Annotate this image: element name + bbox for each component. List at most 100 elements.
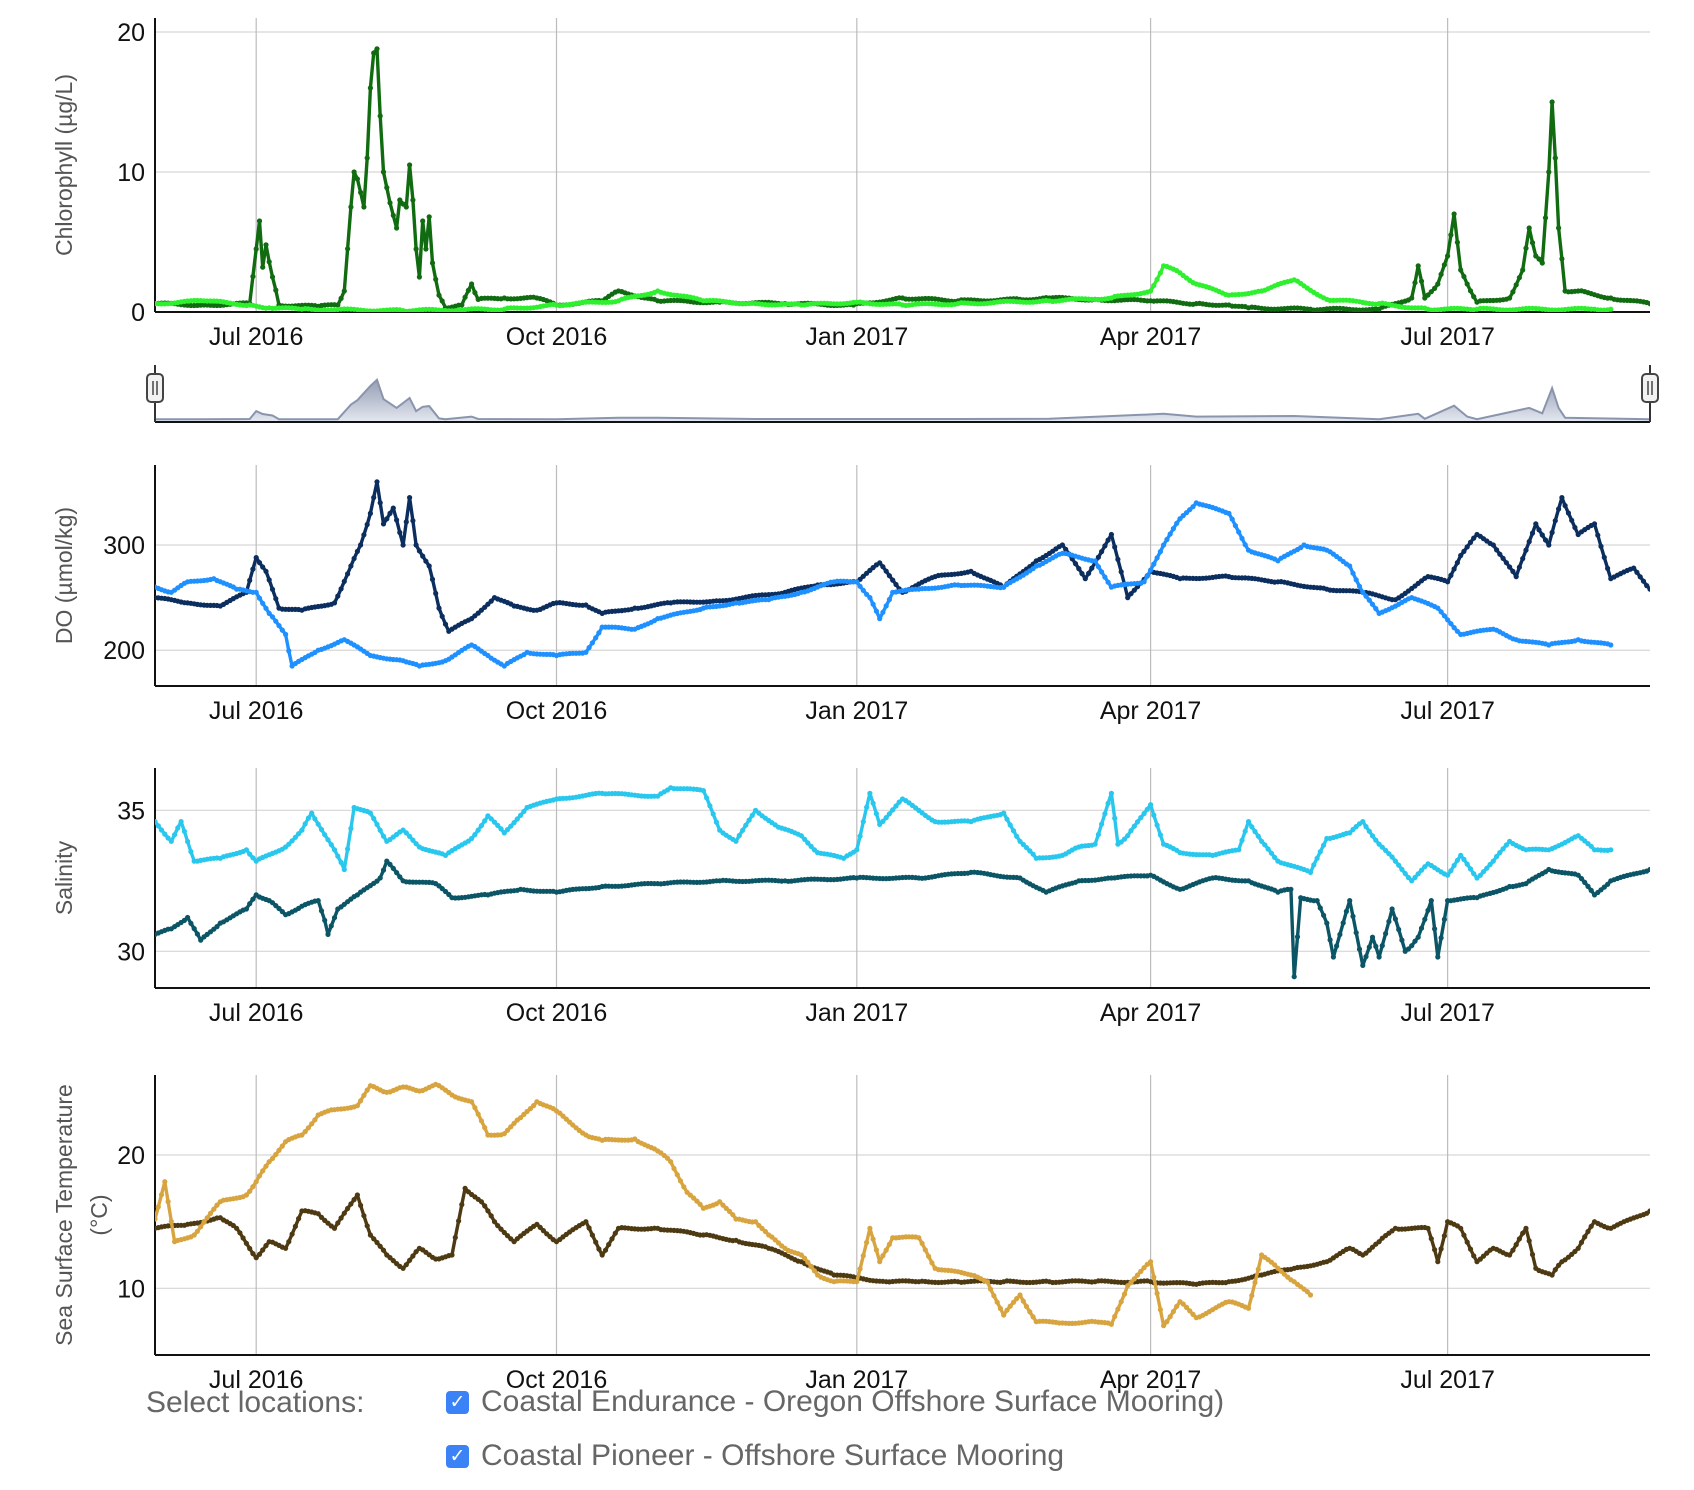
data-point (1151, 282, 1157, 289)
data-point (1441, 262, 1447, 268)
data-point (1272, 1262, 1278, 1268)
data-point (1356, 583, 1363, 590)
location-option-pioneer-offshore[interactable]: ✓ Coastal Pioneer - Offshore Surface Moo… (446, 1439, 1064, 1473)
data-point (299, 827, 305, 833)
data-point (243, 1192, 249, 1198)
x-tick-label: Oct 2016 (506, 1366, 607, 1394)
data-point (1467, 539, 1474, 546)
data-point (1174, 520, 1180, 526)
data-point (429, 576, 436, 583)
data-point (753, 1219, 759, 1225)
data-point (1363, 824, 1369, 830)
data-point (1321, 842, 1327, 848)
data-point (1151, 812, 1157, 818)
data-point (1027, 848, 1033, 854)
data-point (325, 931, 331, 938)
data-point (250, 1251, 256, 1257)
data-point (296, 831, 302, 837)
data-point (1151, 1274, 1157, 1280)
data-point (1128, 591, 1134, 597)
checkbox-checked-icon[interactable]: ✓ (446, 1444, 469, 1468)
data-point (710, 811, 716, 817)
data-point (273, 618, 279, 624)
data-point (1542, 537, 1549, 543)
data-point (674, 1172, 680, 1178)
data-point (1432, 1247, 1438, 1253)
data-point (1438, 609, 1444, 615)
data-point (158, 1192, 165, 1198)
data-point (700, 788, 707, 794)
data-point (1343, 908, 1349, 915)
data-point (1082, 576, 1088, 582)
data-point (1232, 523, 1238, 529)
data-point (1565, 510, 1571, 516)
data-point (1157, 270, 1163, 276)
data-point (188, 920, 194, 926)
data-point (394, 225, 400, 231)
data-point (1438, 935, 1444, 941)
data-point (883, 1247, 889, 1253)
data-point (1549, 99, 1555, 105)
data-point (1245, 1305, 1252, 1311)
range-handle-left[interactable] (146, 365, 164, 422)
data-point (256, 560, 263, 566)
data-point (302, 1129, 308, 1135)
data-point (1572, 524, 1578, 531)
data-point (593, 635, 599, 641)
data-point (704, 795, 710, 801)
data-point (504, 1233, 511, 1239)
data-point (263, 1163, 269, 1169)
data-point (1601, 554, 1607, 561)
data-point (1467, 288, 1474, 294)
data-point (269, 586, 276, 592)
data-point (880, 564, 886, 570)
data-point (873, 811, 880, 817)
data-point (1451, 566, 1457, 572)
data-point (1435, 954, 1441, 960)
data-point (1249, 1293, 1255, 1299)
data-point (1255, 1266, 1261, 1272)
data-point (1148, 802, 1154, 808)
data-point (1415, 263, 1421, 269)
data-point (1337, 931, 1343, 938)
data-point (886, 573, 893, 579)
data-point (854, 579, 860, 585)
range-handle-grip[interactable] (146, 373, 164, 403)
data-point (1115, 556, 1121, 563)
data-point (1458, 852, 1464, 859)
data-point (256, 218, 263, 224)
data-point (1559, 256, 1565, 262)
data-point (1510, 568, 1516, 575)
data-point (746, 817, 752, 823)
data-point (1458, 552, 1464, 559)
data-point (864, 591, 870, 597)
data-point (1644, 583, 1650, 589)
location-option-oregon-offshore[interactable]: ✓ Coastal Endurance - Oregon Offshore Su… (446, 1385, 1224, 1419)
range-handle-grip[interactable] (1641, 373, 1659, 403)
data-point (1507, 295, 1513, 301)
series-line (155, 47, 1650, 312)
data-point (403, 1262, 409, 1268)
data-point (1242, 828, 1248, 834)
data-point (367, 510, 373, 516)
data-point (1412, 280, 1418, 286)
chart-do: 200 300 Jul 2016 Oct 2016 Jan 2017 Apr 2017 Ju… (51, 465, 1650, 725)
y-axis-title: Salinity (51, 840, 77, 915)
checkbox-checked-icon[interactable]: ✓ (446, 1390, 469, 1414)
data-point (407, 833, 413, 840)
data-point (266, 259, 272, 265)
data-point (1141, 1265, 1147, 1271)
data-point (1102, 811, 1108, 817)
data-point (266, 577, 272, 583)
data-point (433, 590, 439, 597)
data-point (1148, 288, 1154, 294)
data-point (563, 1116, 569, 1122)
data-point (315, 1211, 321, 1217)
data-point (1516, 564, 1522, 570)
data-point (1494, 547, 1500, 553)
range-handle-right[interactable] (1641, 365, 1659, 422)
data-point (1356, 946, 1363, 952)
data-point (482, 1203, 488, 1209)
data-point (870, 800, 876, 806)
data-point (1425, 1225, 1431, 1231)
